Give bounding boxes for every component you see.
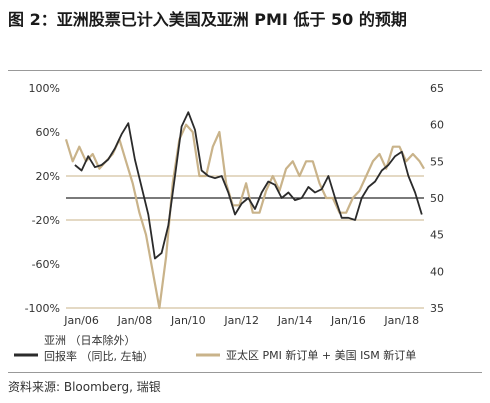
right-tick-label: 60 (430, 119, 444, 132)
right-tick-label: 65 (430, 82, 444, 95)
x-tick-label: Jan/16 (330, 314, 366, 327)
x-tick-label: Jan/18 (383, 314, 419, 327)
right-tick-label: 35 (430, 302, 444, 315)
bottom-divider (8, 372, 482, 373)
chart: 100% 60% 20% -20% -60% -100% 65 60 55 50 45 40 35 J… (14, 82, 444, 363)
right-tick-label: 40 (430, 265, 444, 278)
right-tick-label: 50 (430, 192, 444, 205)
series-line-asia-return (74, 111, 423, 260)
title-divider (8, 70, 482, 71)
x-tick-label: Jan/14 (277, 314, 313, 327)
right-tick-label: 55 (430, 155, 444, 168)
left-tick-label: -100% (25, 302, 60, 315)
chart-series (64, 111, 425, 310)
series-line-pmi-new-orders (64, 123, 425, 310)
legend-label-asia-return: 亚洲 （日本除外） (44, 333, 136, 347)
x-tick-label: Jan/08 (117, 314, 153, 327)
x-tick-label: Jan/10 (170, 314, 206, 327)
legend: 亚洲 （日本除外） 回报率 （同比, 左轴） 亚太区 PMI 新订单 + 美国 IS… (14, 333, 416, 363)
left-tick-label: -60% (32, 258, 60, 271)
legend-label-pmi: 亚太区 PMI 新订单 + 美国 ISM 新订单 (226, 348, 416, 362)
x-tick-label: Jan/12 (223, 314, 259, 327)
left-tick-label: 20% (36, 170, 60, 183)
left-tick-label: 100% (29, 82, 60, 95)
legend-label-asia-return: 回报率 （同比, 左轴） (44, 349, 154, 363)
chart-reference-lines (66, 175, 424, 309)
left-axis: 100% 60% 20% -20% -60% -100% (25, 82, 60, 315)
x-axis: Jan/06 Jan/08 Jan/10 Jan/12 Jan/14 Jan/16 Jan/… (63, 314, 419, 327)
x-tick-label: Jan/06 (63, 314, 99, 327)
right-axis: 65 60 55 50 45 40 35 (430, 82, 444, 315)
source-note: 资料来源: Bloomberg, 瑞银 (8, 380, 161, 394)
page-title: 图 2：亚洲股票已计入美国及亚洲 PMI 低于 50 的预期 (8, 10, 407, 29)
right-tick-label: 45 (430, 229, 444, 242)
left-tick-label: 60% (36, 126, 60, 139)
left-tick-label: -20% (32, 214, 60, 227)
